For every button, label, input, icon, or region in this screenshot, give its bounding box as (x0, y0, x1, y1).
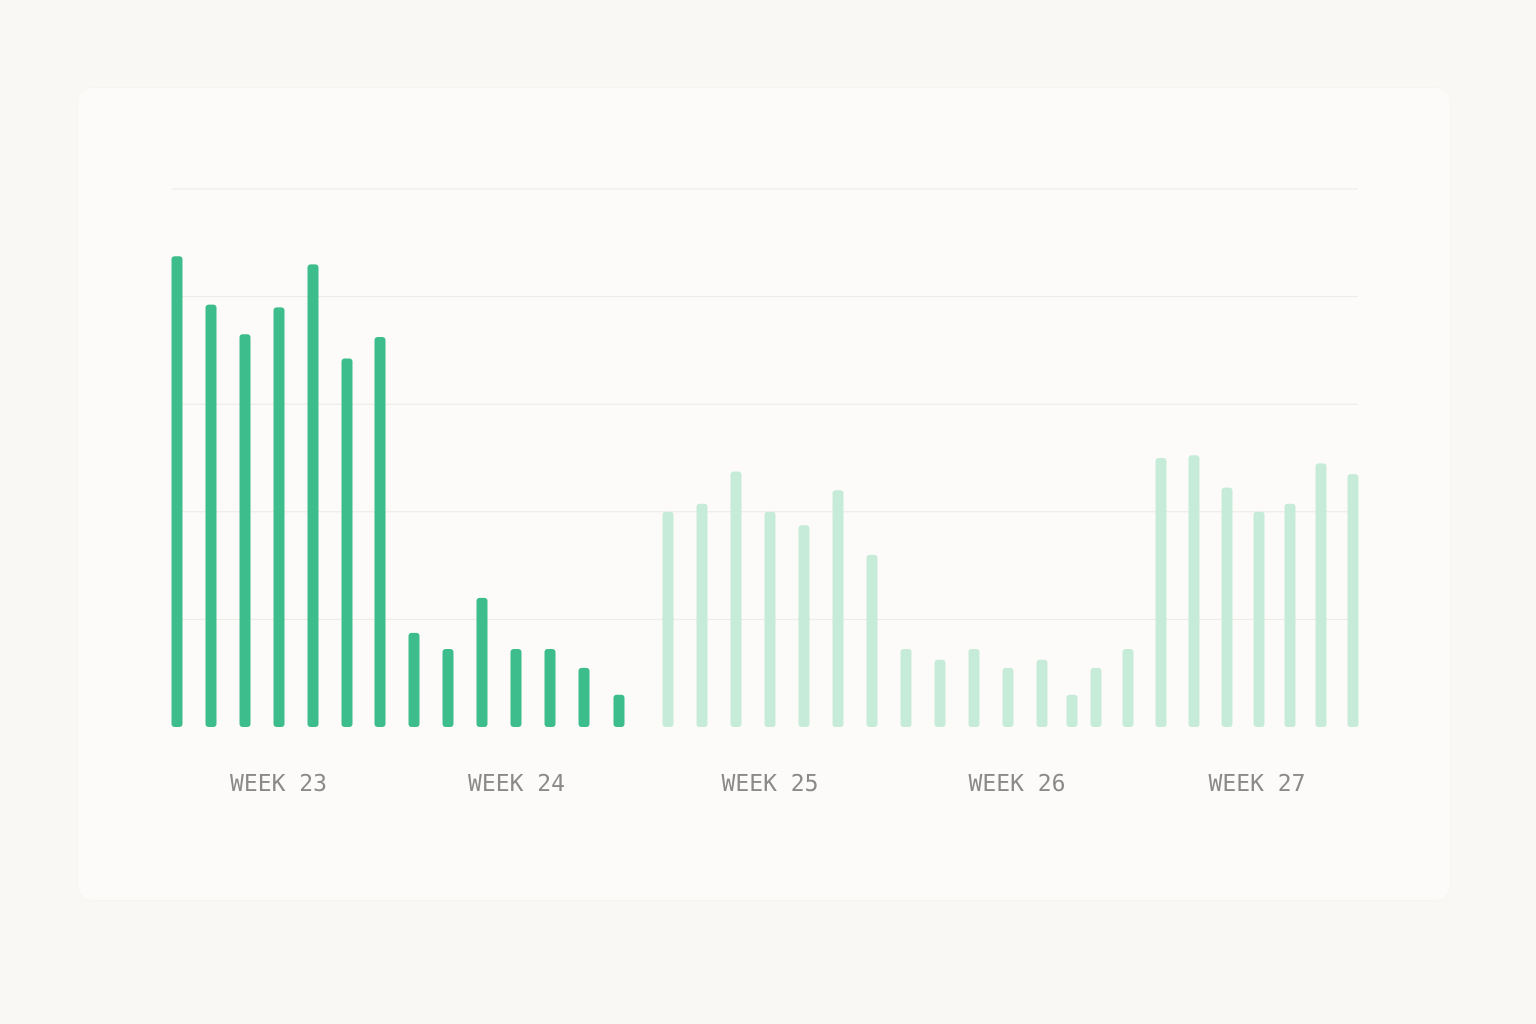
bar-week-23-1 (171, 256, 183, 727)
bar-week-24-6 (578, 667, 590, 727)
bar-week-25-4 (764, 511, 776, 727)
chart-card (78, 88, 1450, 900)
bar-week-26-6 (1066, 694, 1078, 727)
tick-label-week-27: WEEK 27 (1209, 771, 1306, 797)
bar-week-23-6 (341, 358, 353, 727)
bar-week-27-1 (1155, 458, 1167, 727)
bar-week-23-2 (205, 304, 217, 727)
bar-week-25-3 (730, 471, 742, 727)
bar-week-24-4 (510, 648, 522, 727)
bar-week-27-4 (1253, 511, 1265, 727)
bar-week-26-4 (1002, 667, 1014, 727)
tick-label-week-24: WEEK 24 (468, 771, 565, 797)
bar-week-27-7 (1347, 474, 1359, 727)
bar-week-24-7 (613, 694, 625, 727)
bar-week-27-6 (1315, 463, 1327, 727)
bar-week-24-1 (408, 632, 420, 727)
bar-week-24-5 (544, 648, 556, 727)
bar-week-23-7 (374, 336, 386, 727)
bar-week-25-7 (866, 554, 878, 727)
bar-week-23-3 (239, 334, 251, 727)
bar-week-27-2 (1188, 455, 1200, 727)
tick-label-week-23: WEEK 23 (230, 771, 327, 797)
bar-week-24-2 (442, 648, 454, 727)
bar-week-27-5 (1284, 503, 1296, 727)
bar-week-26-3 (968, 648, 980, 727)
x-tick-labels: WEEK 23 WEEK 24 WEEK 25 WEEK 26 WEEK 27 (230, 771, 1305, 797)
bars (171, 256, 1359, 727)
tick-label-week-25: WEEK 25 (722, 771, 819, 797)
bar-week-27-3 (1221, 487, 1233, 727)
tick-label-week-26: WEEK 26 (969, 771, 1066, 797)
bar-week-26-7 (1090, 667, 1102, 727)
bar-week-23-4 (273, 307, 285, 727)
bar-week-26-8 (1122, 648, 1134, 727)
bar-week-25-6 (832, 490, 844, 727)
bar-week-25-5 (798, 525, 810, 727)
bar-week-26-2 (934, 659, 946, 727)
bar-week-23-5 (307, 264, 319, 727)
bar-week-26-5 (1036, 659, 1048, 727)
bar-week-24-3 (476, 597, 488, 727)
bar-week-25-1 (662, 511, 674, 727)
bar-week-26-1 (900, 648, 912, 727)
bar-week-25-2 (696, 503, 708, 727)
